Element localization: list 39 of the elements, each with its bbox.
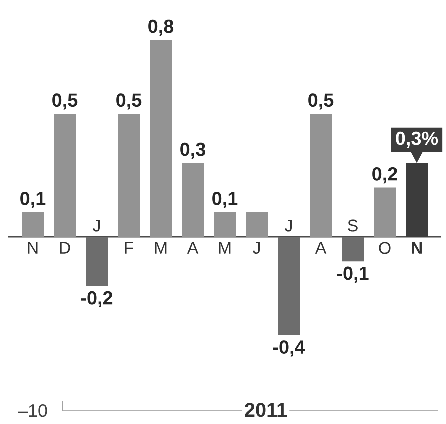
bar xyxy=(150,40,172,237)
x-tick-label: O xyxy=(379,242,391,254)
bar xyxy=(86,237,108,286)
text: 2011 xyxy=(245,403,288,418)
x-tick-label: N xyxy=(412,242,422,254)
bar xyxy=(374,188,396,237)
data-label: 0,5 xyxy=(116,94,142,110)
x-tick-label: A xyxy=(187,242,199,254)
bar xyxy=(342,237,364,262)
bar xyxy=(54,114,76,237)
x-tick-label: J xyxy=(285,220,292,232)
data-label: -0,1 xyxy=(337,266,369,283)
data-label: 0,8 xyxy=(148,20,174,36)
data-label: -0,4 xyxy=(273,340,306,357)
data-label: 0,1 xyxy=(212,192,238,208)
data-label: 0,5 xyxy=(308,94,334,110)
x-tick-label: N xyxy=(28,242,38,254)
bar xyxy=(278,237,300,336)
bar xyxy=(182,163,204,237)
data-label: -0,2 xyxy=(81,291,113,308)
x-tick-label: S xyxy=(348,220,358,232)
bar xyxy=(118,114,140,237)
data-label: 0,5 xyxy=(52,94,78,110)
data-label: 0,2 xyxy=(372,167,398,184)
data-label: 0,1 xyxy=(20,192,46,208)
data-label: 0,3 xyxy=(180,142,206,159)
x-tick-label: M xyxy=(219,242,231,254)
data-label: 0,3% xyxy=(396,132,438,148)
bar xyxy=(22,212,44,237)
bar xyxy=(246,212,268,237)
x-tick-label: F xyxy=(125,242,134,254)
x-tick-label: D xyxy=(60,242,70,254)
x-tick-label: M xyxy=(155,242,167,254)
bar xyxy=(214,212,236,237)
x-tick-label: J xyxy=(93,220,100,232)
x-tick-label: J xyxy=(253,242,260,254)
bar xyxy=(310,114,332,237)
text: –10 xyxy=(18,404,48,418)
x-tick-label: A xyxy=(315,242,327,254)
